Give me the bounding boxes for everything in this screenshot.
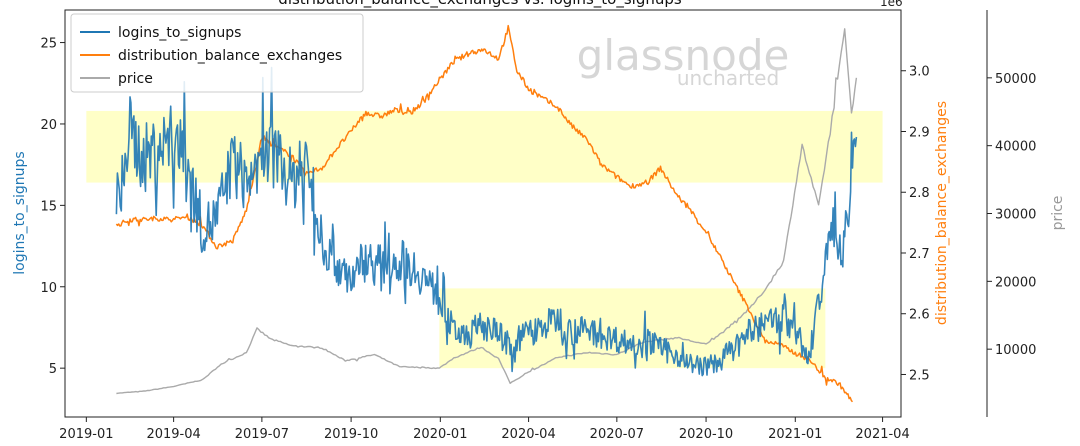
mid-axis-offset-text: 1e6	[880, 0, 903, 9]
chart-title: distribution_balance_exchanges vs. login…	[278, 0, 682, 9]
series-line-logins-to-signups	[115, 66, 858, 377]
x-tick-label-7: 2020-10	[679, 427, 733, 442]
x-tick-label-3: 2019-10	[324, 427, 378, 442]
right-tick-label-0: 10000	[995, 343, 1036, 358]
legend-label-price: price	[118, 71, 153, 87]
legend: logins_to_signups distribution_balance_e…	[70, 13, 364, 93]
left-tick-label-1: 10	[40, 281, 57, 296]
x-tick-label-0: 2019-01	[59, 427, 113, 442]
x-tick-label-1: 2019-04	[146, 427, 200, 442]
right-tick-label-4: 50000	[995, 72, 1036, 87]
left-tick-label-3: 20	[40, 118, 57, 133]
legend-label-logins: logins_to_signups	[118, 25, 241, 41]
left-tick-label-2: 15	[40, 199, 57, 214]
x-tick-label-8: 2021-01	[768, 427, 822, 442]
right-tick-label-1: 20000	[995, 275, 1036, 290]
axes-ticks: 2019-01 2019-04 2019-07 2019-10 2020-01 2020-…	[40, 37, 1036, 442]
series-line-distribution-balance-exchanges	[115, 24, 854, 403]
mid-tick-label-0: 2.5	[909, 368, 930, 383]
right-tick-label-2: 30000	[995, 208, 1036, 223]
x-tick-label-2: 2019-07	[235, 427, 289, 442]
legend-box	[70, 13, 364, 93]
x-tick-label-5: 2020-04	[501, 427, 555, 442]
watermark-main: glassnode	[577, 31, 790, 80]
mid-tick-label-5: 3.0	[909, 65, 930, 80]
series-line-price	[116, 28, 858, 395]
mid-tick-label-3: 2.8	[909, 186, 930, 201]
watermark-sub: uncharted	[677, 66, 779, 90]
left-tick-label-4: 25	[40, 37, 57, 52]
x-tick-label-9: 2021-04	[855, 427, 909, 442]
left-tick-label-0: 5	[49, 362, 57, 377]
right-axis-label: price	[1050, 196, 1066, 231]
left-axis-label: logins_to_signups	[12, 151, 28, 274]
mid-tick-label-4: 2.9	[909, 125, 930, 140]
plot-frame	[64, 9, 902, 418]
legend-label-distribution: distribution_balance_exchanges	[118, 48, 342, 64]
series-layer	[115, 24, 858, 403]
mid-tick-label-2: 2.7	[909, 247, 930, 262]
mid-axis-label: distribution_balance_exchanges	[934, 101, 950, 325]
x-tick-label-4: 2020-01	[413, 427, 467, 442]
mid-tick-label-1: 2.6	[909, 308, 930, 323]
highlight-band-0	[86, 110, 883, 183]
right-tick-label-3: 40000	[995, 140, 1036, 155]
x-tick-label-6: 2020-07	[590, 427, 644, 442]
